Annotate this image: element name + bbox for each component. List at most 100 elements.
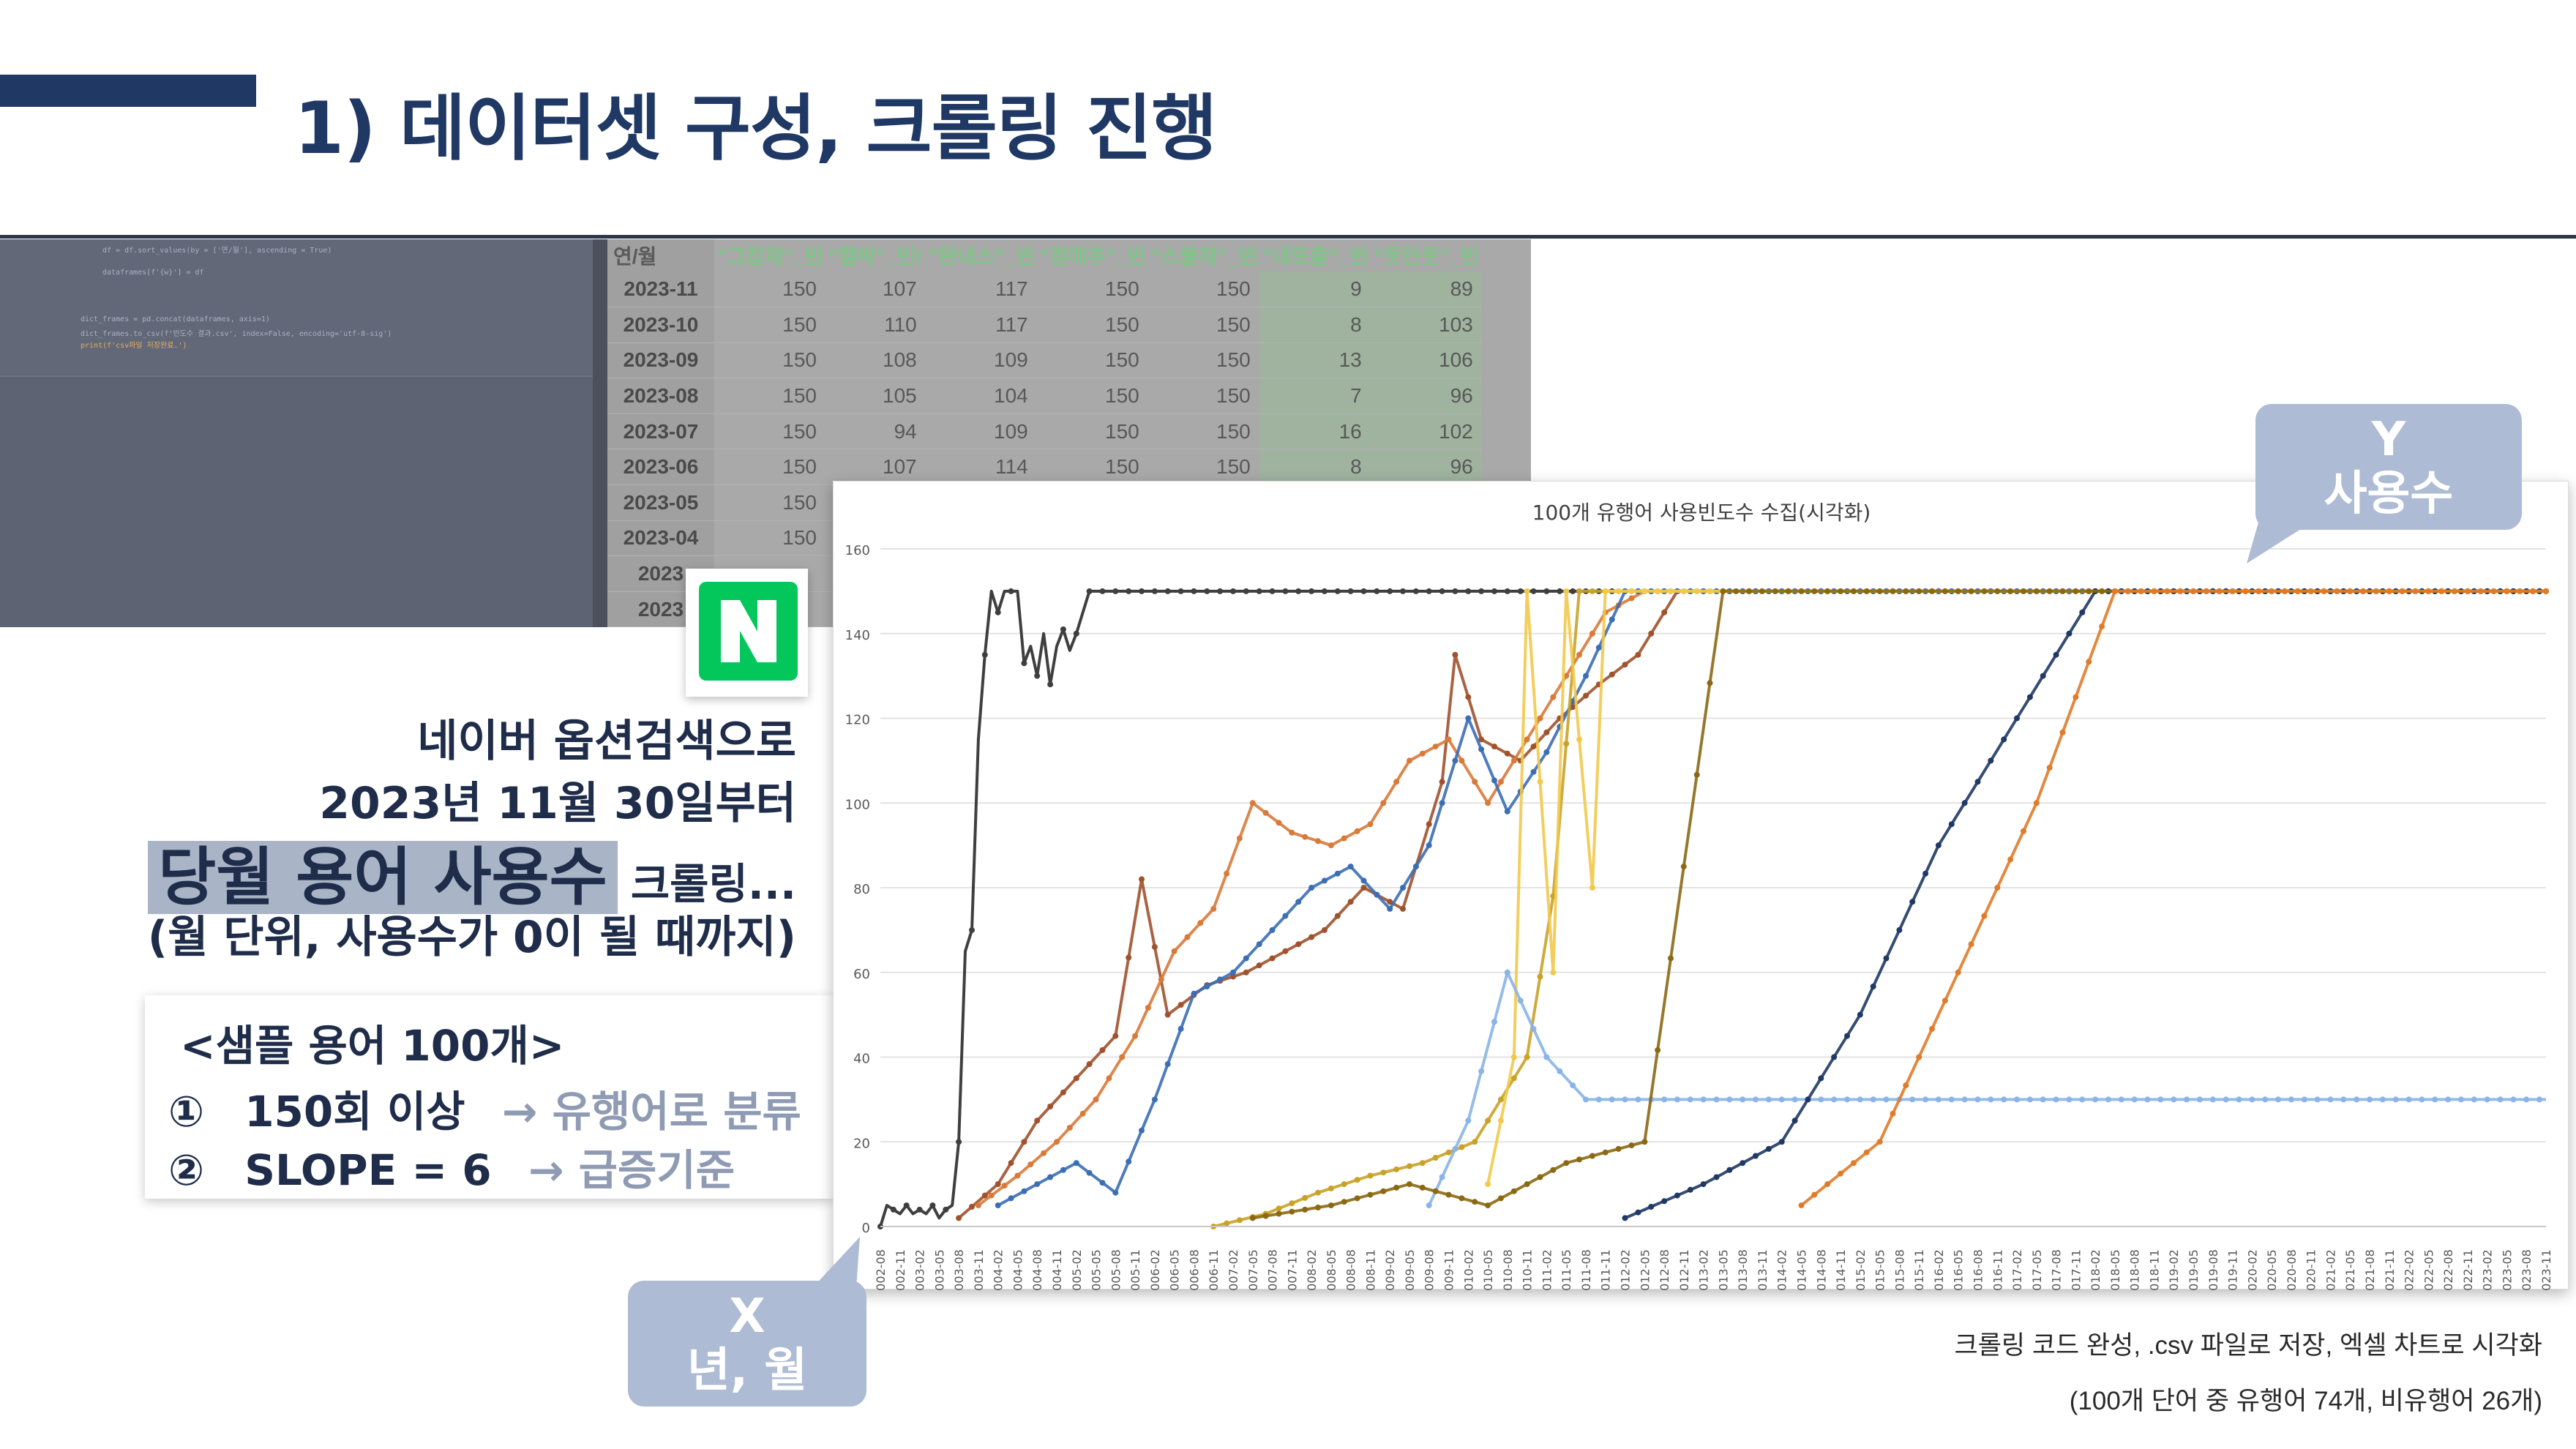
x-tick-label: 2007-08	[1266, 1249, 1280, 1290]
row-date-cell: 2023-05	[607, 484, 714, 521]
data-point	[1478, 746, 1485, 752]
data-point	[2124, 588, 2131, 594]
data-point	[2497, 1096, 2504, 1103]
data-point	[1008, 1160, 1014, 1167]
data-point	[1668, 588, 1674, 594]
data-point	[1021, 660, 1027, 667]
chart-series	[877, 588, 2549, 1229]
data-point	[2432, 1096, 2438, 1103]
x-tick-label: 2010-02	[1461, 1249, 1475, 1290]
data-point	[1426, 842, 1432, 849]
data-point	[1236, 835, 1243, 842]
data-point	[2099, 624, 2105, 630]
data-point	[1419, 1184, 1426, 1191]
data-point	[1452, 651, 1459, 658]
data-point	[1289, 829, 1295, 836]
x-tick-label: 2020-08	[2285, 1249, 2299, 1290]
data-point	[1831, 1054, 1838, 1060]
data-point	[1315, 838, 1321, 845]
data-point	[1740, 1096, 1746, 1103]
data-point	[1164, 1061, 1171, 1068]
data-point	[1903, 588, 1909, 594]
data-point	[1321, 588, 1328, 594]
data-point	[2282, 588, 2288, 594]
data-point	[1563, 741, 1570, 747]
data-point	[2242, 588, 2249, 594]
right-arrow-icon: →	[528, 1145, 564, 1195]
x-tick-label: 2022-08	[2441, 1249, 2455, 1290]
data-point	[1412, 864, 1419, 870]
data-point	[1302, 834, 1308, 840]
x-tick-label: 2013-02	[1697, 1249, 1711, 1290]
data-point	[1184, 934, 1191, 940]
data-point	[1935, 1096, 1942, 1103]
sample-box-title: <샘플 용어 100개>	[180, 1021, 565, 1071]
data-point	[1844, 1033, 1850, 1039]
x-tick-label: 2019-05	[2187, 1249, 2201, 1290]
callout-axis-meaning: 사용수	[2324, 467, 2454, 521]
x-tick-label: 2021-08	[2363, 1249, 2377, 1290]
data-point	[2307, 588, 2314, 594]
data-point	[1412, 588, 1419, 594]
data-point	[2445, 1096, 2452, 1103]
data-point	[1269, 955, 1276, 962]
series-line	[1213, 589, 2546, 1228]
editor-scrollbar[interactable]	[593, 239, 607, 627]
data-point	[2118, 1096, 2124, 1103]
data-point	[1981, 913, 1988, 919]
data-point	[1151, 1096, 1158, 1103]
table-cell: 105	[825, 378, 926, 414]
data-point	[1955, 969, 1961, 976]
data-point	[1465, 694, 1472, 700]
data-point	[1027, 1161, 1034, 1168]
data-point	[1295, 941, 1302, 948]
rule-result: 급증기준	[578, 1145, 735, 1195]
x-tick-label: 2004-02	[992, 1249, 1006, 1290]
data-point	[1870, 984, 1876, 989]
data-point	[1328, 1185, 1334, 1191]
data-point	[2209, 1096, 2216, 1103]
table-cell: 107	[825, 449, 926, 486]
data-point	[956, 1215, 962, 1221]
data-point	[1824, 1181, 1831, 1188]
data-point	[1628, 595, 1635, 602]
data-point	[2392, 1096, 2399, 1103]
data-point	[916, 1206, 923, 1213]
data-point	[1753, 1096, 1759, 1103]
data-point	[1289, 1200, 1295, 1207]
data-point	[2157, 1096, 2164, 1103]
data-point	[1700, 1181, 1707, 1188]
data-point	[1504, 750, 1510, 757]
data-point	[2046, 765, 2053, 771]
data-point	[2327, 1096, 2334, 1103]
data-point	[1955, 588, 1961, 594]
data-point	[890, 1206, 896, 1213]
data-point	[1276, 820, 1282, 826]
data-point	[1700, 1096, 1707, 1103]
series-line	[997, 589, 2546, 1207]
data-point	[929, 1202, 936, 1209]
table-row: 2023-07 150 94 109 150 150 16 102	[607, 413, 1482, 450]
data-point	[1126, 588, 1132, 594]
data-point	[1139, 588, 1145, 594]
data-point	[1400, 905, 1406, 912]
y-tick-label: 120	[845, 713, 870, 728]
data-point	[1726, 1167, 1733, 1173]
data-point	[2021, 588, 2026, 594]
y-tick-label: 40	[853, 1052, 870, 1067]
y-tick-label: 140	[845, 628, 870, 643]
data-point	[1890, 1110, 1896, 1117]
data-point	[2099, 588, 2105, 594]
x-tick-label: 2020-05	[2265, 1249, 2279, 1290]
row-date-cell: 2023-10	[607, 307, 714, 343]
data-point	[1073, 1160, 1079, 1167]
x-tick-label: 2006-02	[1148, 1249, 1162, 1290]
classification-rule: ② SLOPE = 6 → 급증기준	[168, 1136, 735, 1197]
data-point	[1347, 899, 1354, 905]
data-point	[2203, 588, 2209, 594]
table-cell: 150	[1147, 378, 1259, 414]
data-point	[1772, 588, 1778, 594]
series-markers	[1210, 588, 2549, 1229]
data-point	[2321, 588, 2327, 594]
data-point	[1380, 1188, 1387, 1194]
